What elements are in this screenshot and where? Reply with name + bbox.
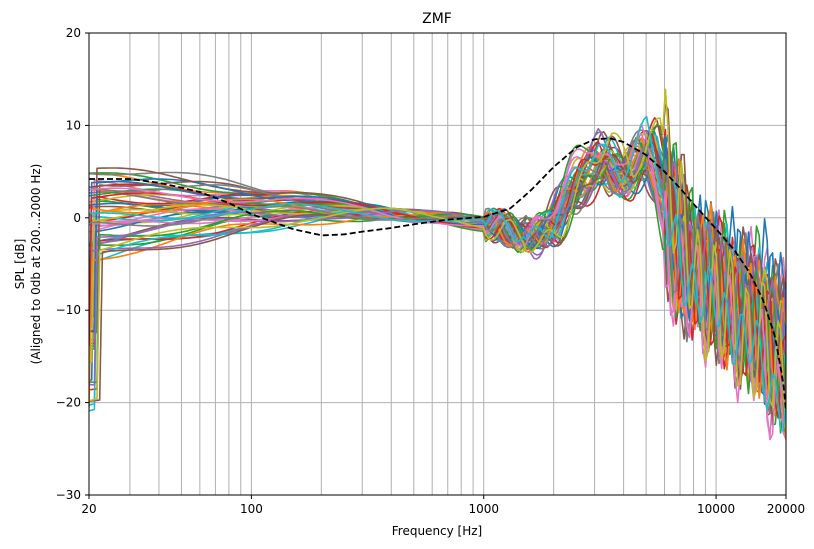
plot-frame <box>88 32 787 496</box>
chart-title: ZMF <box>422 11 452 27</box>
series-layer <box>89 88 786 441</box>
x-axis-label: Frequency [Hz] <box>392 524 483 538</box>
y-tick-label: 10 <box>66 118 81 132</box>
y-tick-label: 0 <box>73 211 81 225</box>
y-tick-label: −30 <box>56 488 81 502</box>
x-tick-label: 20 <box>81 502 96 516</box>
y-tick-label: −20 <box>56 396 81 410</box>
y-ticks: −30 −20 −10 0 10 20 <box>56 26 89 502</box>
x-tick-label: 100 <box>240 502 263 516</box>
target-curve-line <box>89 137 786 412</box>
x-ticks: 20 100 1000 10000 20000 <box>81 495 805 516</box>
x-tick-label: 1000 <box>468 502 499 516</box>
y-tick-label: 20 <box>66 26 81 40</box>
series-line <box>89 123 786 441</box>
y-axis-label: SPL [dB] <box>13 239 27 290</box>
target-layer <box>89 137 786 412</box>
y-axis-sublabel: (Aligned to 0db at 200...2000 Hz) <box>29 164 43 365</box>
x-tick-label: 10000 <box>697 502 735 516</box>
y-tick-label: −10 <box>56 303 81 317</box>
series-line <box>89 103 786 422</box>
x-tick-label: 20000 <box>767 502 805 516</box>
series-line <box>89 115 786 432</box>
